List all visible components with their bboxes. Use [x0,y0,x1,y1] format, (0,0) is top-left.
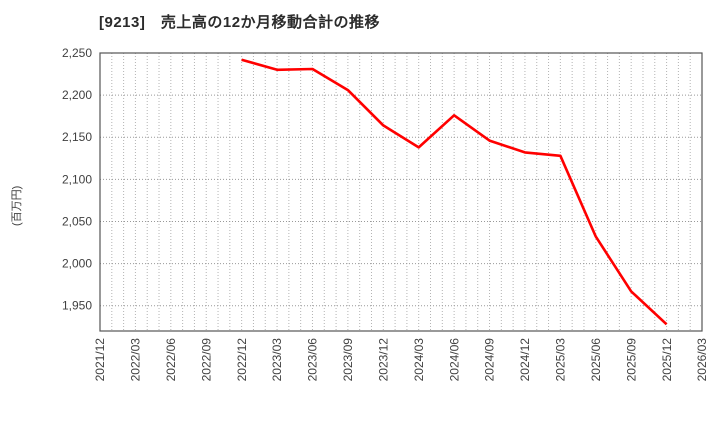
x-tick-label: 2025/09 [624,338,638,382]
x-tick-label: 2022/12 [235,338,249,382]
y-tick-label: 2,050 [62,214,92,228]
x-tick-label: 2025/03 [554,338,568,382]
x-tick-label: 2024/03 [412,338,426,382]
y-tick-label: 1,950 [62,299,92,313]
x-tick-label: 2023/09 [341,338,355,382]
x-tick-label: 2023/12 [376,338,390,382]
x-tick-label: 2023/03 [270,338,284,382]
y-tick-label: 2,250 [62,46,92,60]
y-tick-label: 2,000 [62,257,92,271]
x-tick-label: 2024/06 [447,338,461,382]
x-tick-label: 2021/12 [93,338,107,382]
x-tick-label: 2023/06 [306,338,320,382]
x-tick-label: 2024/09 [483,338,497,382]
x-tick-label: 2022/06 [164,338,178,382]
chart-title: [9213] 売上高の12か月移動合計の推移 [99,14,381,31]
x-tick-label: 2024/12 [518,338,532,382]
y-tick-label: 2,100 [62,172,92,186]
y-tick-label: 2,150 [62,130,92,144]
x-tick-label: 2022/09 [199,338,213,382]
x-tick-label: 2025/12 [660,338,674,382]
x-tick-label: 2025/06 [589,338,603,382]
x-tick-label: 2026/03 [695,338,709,382]
x-tick-label: 2022/03 [129,338,143,382]
y-tick-label: 2,200 [62,88,92,102]
